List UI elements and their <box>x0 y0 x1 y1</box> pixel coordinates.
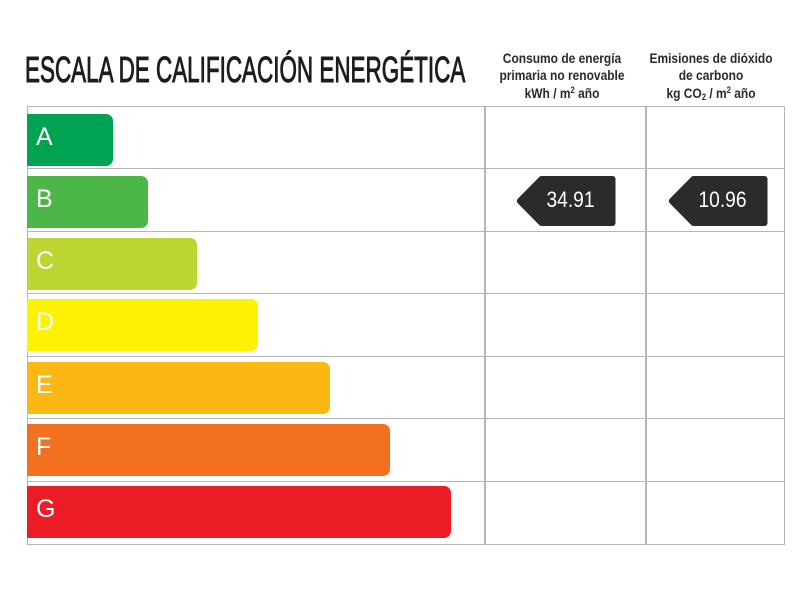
svg-text:34.91: 34.91 <box>547 187 595 212</box>
svg-text:10.96: 10.96 <box>699 187 747 212</box>
